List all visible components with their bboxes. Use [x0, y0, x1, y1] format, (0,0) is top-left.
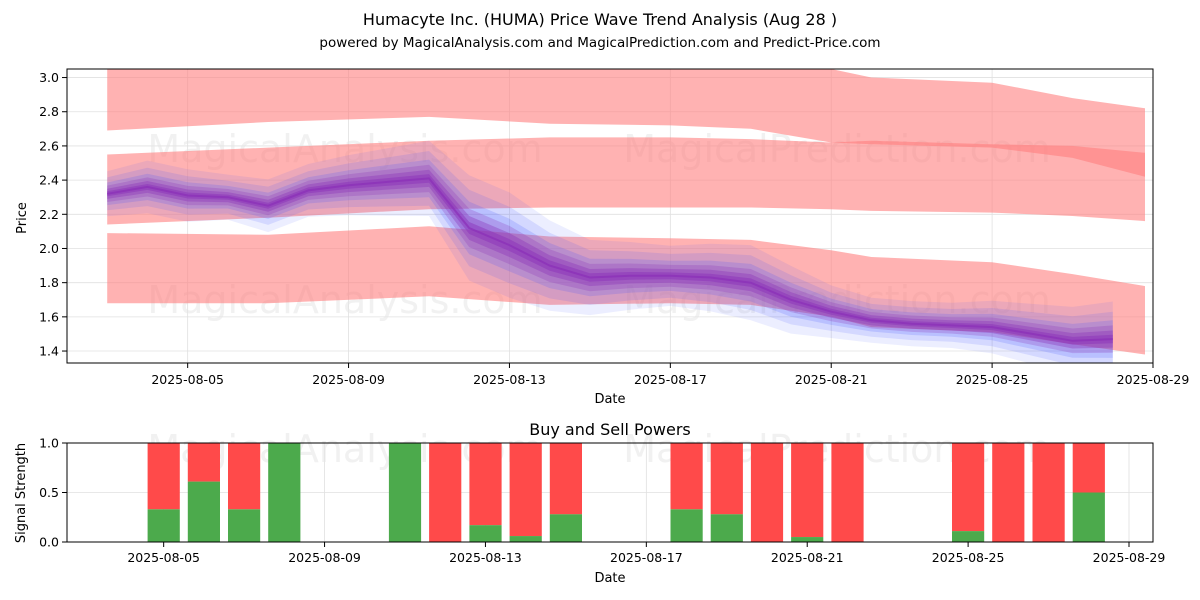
price-y-label: Price	[15, 202, 30, 234]
sell-bar	[187, 443, 220, 482]
power-title: Buy and Sell Powers	[529, 420, 691, 439]
price-x-tick-label: 2025-08-09	[312, 372, 385, 387]
price-y-tick-label: 3.0	[39, 70, 59, 85]
price-y-tick-label: 2.8	[39, 104, 59, 119]
trend-ribbon	[107, 164, 1113, 354]
power-y-tick-label: 0.0	[39, 535, 59, 550]
sell-bar	[1072, 443, 1105, 493]
price-plot-area	[107, 69, 1146, 363]
price-x-tick-label: 2025-08-17	[634, 372, 707, 387]
power-x-tick-label: 2025-08-05	[127, 550, 200, 565]
price-y-tick-label: 1.4	[39, 344, 59, 359]
power-x-tick-label: 2025-08-17	[610, 550, 683, 565]
sell-bar	[147, 443, 180, 510]
price-x-tick-label: 2025-08-21	[795, 372, 868, 387]
price-x-tick-label: 2025-08-05	[151, 372, 224, 387]
trend-ribbon	[107, 159, 1113, 358]
trend-line	[107, 177, 1113, 342]
price-x-tick-label: 2025-08-25	[956, 372, 1029, 387]
sell-bar	[549, 443, 582, 515]
price-y-tick-label: 2.4	[39, 173, 59, 188]
sell-bar	[791, 443, 824, 537]
buy-bar	[952, 531, 985, 543]
power-x-tick-label: 2025-08-13	[449, 550, 522, 565]
sell-bar	[710, 443, 743, 515]
power-panel: MagicalAnalysis.comMagicalPrediction.com…	[39, 427, 1165, 565]
sell-bar	[831, 443, 864, 542]
power-y-label: Signal Strength	[14, 443, 29, 543]
power-y-tick-label: 0.5	[39, 485, 59, 500]
buy-bar	[710, 514, 743, 542]
power-x-tick-label: 2025-08-25	[932, 550, 1005, 565]
trend-ribbon	[107, 174, 1113, 345]
power-x-tick-label: 2025-08-21	[771, 550, 844, 565]
price-y-tick-label: 2.6	[39, 138, 59, 153]
buy-bar	[549, 514, 582, 542]
sell-bar	[750, 443, 784, 542]
buy-bar	[388, 443, 422, 542]
sell-bar	[469, 443, 502, 526]
sell-bar	[429, 443, 462, 542]
power-y-tick-label: 1.0	[39, 436, 59, 451]
price-x-tick-label: 2025-08-13	[473, 372, 546, 387]
sell-bar	[228, 443, 261, 510]
price-frame	[66, 68, 1154, 364]
buy-bar	[469, 525, 502, 542]
power-x-label: Date	[594, 571, 625, 586]
trend-ribbon	[107, 140, 1113, 363]
buy-bar	[268, 443, 301, 542]
buy-bar	[1072, 492, 1105, 542]
buy-bar	[791, 537, 824, 543]
price-x-label: Date	[594, 392, 625, 407]
sell-bar	[992, 443, 1025, 542]
price-band	[107, 137, 1146, 225]
price-y-tick-label: 2.2	[39, 207, 59, 222]
buy-bar	[670, 509, 703, 543]
buy-bar	[187, 481, 220, 543]
buy-bar	[509, 536, 542, 542]
power-x-tick-label: 2025-08-09	[288, 550, 361, 565]
sell-bar	[509, 443, 542, 537]
buy-bar	[147, 509, 180, 543]
price-y-tick-label: 2.0	[39, 241, 59, 256]
chart-title: Humacyte Inc. (HUMA) Price Wave Trend An…	[363, 10, 837, 29]
sell-bar	[952, 443, 985, 532]
buy-bar	[228, 509, 261, 543]
price-y-tick-label: 1.6	[39, 309, 59, 324]
chart-subtitle: powered by MagicalAnalysis.com and Magic…	[319, 35, 880, 51]
sell-bar	[670, 443, 703, 510]
sell-bar	[1032, 443, 1065, 542]
price-x-tick-label: 2025-08-29	[1117, 372, 1190, 387]
power-x-tick-label: 2025-08-29	[1093, 550, 1166, 565]
price-band	[107, 69, 1146, 177]
price-panel: MagicalAnalysis.comMagicalAnalysis.comMa…	[39, 68, 1190, 387]
price-y-tick-label: 1.8	[39, 275, 59, 290]
trend-ribbon	[107, 151, 1113, 363]
